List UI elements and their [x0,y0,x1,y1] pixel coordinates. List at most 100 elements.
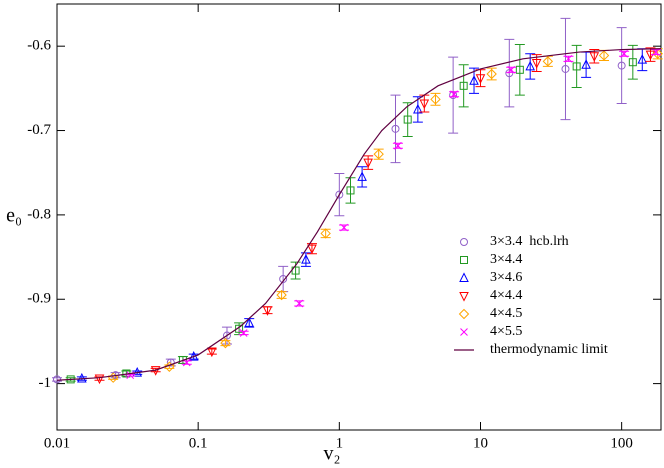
marker [394,141,402,150]
marker [581,59,591,69]
marker [459,81,468,90]
marker [531,59,542,69]
error-bar [599,49,610,62]
error-bar [276,291,287,299]
y-axis-label: e₀ [6,205,22,227]
marker [486,68,497,80]
marker [505,69,514,78]
marker [598,50,610,61]
marker [94,374,105,385]
marker [373,148,384,160]
legend-marker [460,238,468,246]
error-bar [345,177,356,204]
error-bar [504,38,515,108]
marker [346,186,355,195]
x-tick-label: 10 [473,435,488,451]
marker [166,358,175,367]
marker [564,54,573,63]
error-bar [357,166,368,188]
legend-marker [458,308,470,320]
marker [430,94,441,105]
marker [542,56,554,67]
marker [335,190,344,199]
legend-marker [459,272,469,282]
marker [320,228,331,239]
marker [652,48,660,56]
marker [178,355,187,364]
error-bar [220,340,231,347]
marker [357,171,367,181]
marker [620,49,628,58]
marker [340,223,348,232]
y-tick-label: -1 [39,375,52,391]
marker [301,253,311,264]
y-tick-label: -0.7 [27,122,51,138]
legend-label: 4×4.5 [490,306,522,321]
legend-label: 4×4.4 [490,288,522,303]
x-axis-label: v₂ [324,443,341,465]
marker [295,299,304,308]
marker [403,115,412,124]
x-tick-label: 100 [610,435,633,451]
error-bar [627,44,638,80]
marker [525,60,536,71]
marker [307,244,317,255]
marker [279,275,288,284]
marker [628,58,637,67]
marker [244,317,255,327]
error-bar [637,48,648,72]
marker [469,75,479,85]
y-tick-label: -0.9 [27,291,51,307]
marker [53,375,61,384]
legend-label: 3×4.4 [490,252,522,267]
error-bar [320,228,331,239]
error-bar [581,51,592,78]
y-tick-label: -0.6 [27,38,51,54]
legend-label: thermodynamic limit [490,342,608,357]
error-bar [402,102,413,137]
x-tick-label: 0.01 [44,435,70,451]
marker [652,48,663,59]
legend-marker [460,256,468,264]
marker [475,74,486,84]
marker [413,103,423,114]
x-tick-label: 0.1 [189,435,208,451]
marker [235,324,244,333]
marker [207,347,217,358]
marker [617,61,626,70]
legend-label: 3×3.4 hcb.lrh [490,234,569,249]
y-tick-label: -0.8 [27,206,51,222]
marker [164,361,175,372]
line [56,48,662,381]
legend-marker [460,328,468,336]
error-bar [560,17,571,121]
error-bar [412,96,423,123]
legend-label: 3×4.6 [490,270,522,285]
marker [262,306,273,316]
marker [637,54,648,64]
legend-marker [459,292,469,302]
marker [450,90,458,99]
marker [391,124,400,133]
marker [589,52,600,62]
marker [363,158,373,169]
marker [515,65,524,74]
error-bar [458,64,469,108]
marker [561,64,570,73]
marker [572,62,581,71]
marker [222,331,231,340]
error-bar [616,27,627,105]
error-bar [514,43,525,96]
marker [507,65,516,74]
error-bar [469,67,480,94]
error-bar [390,94,401,164]
legend-label: 4×5.5 [490,324,522,339]
marker [239,329,248,337]
marker [419,99,430,110]
plot-frame [56,3,662,431]
marker [220,337,231,349]
marker [276,289,287,301]
error-bar [542,55,553,67]
error-bar [373,148,384,160]
